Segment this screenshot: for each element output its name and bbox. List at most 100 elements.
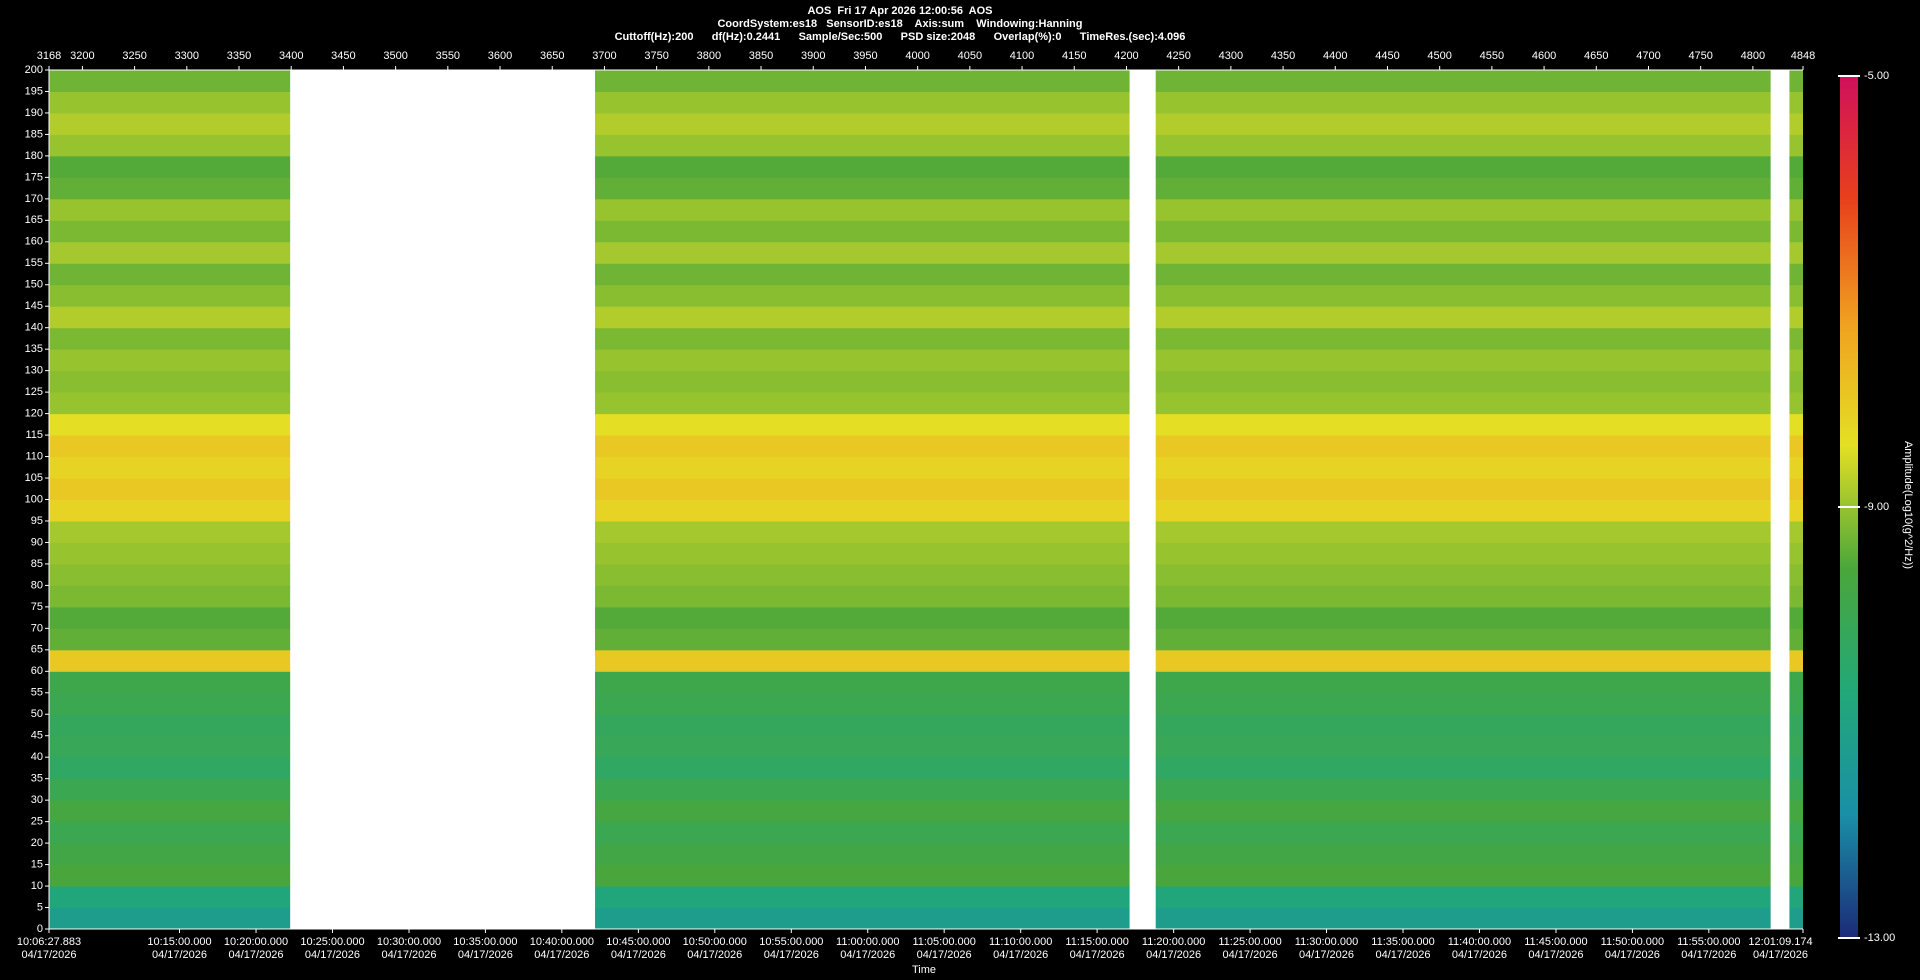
y-tick-label: 105 bbox=[25, 472, 43, 484]
heatmap-cell bbox=[1155, 800, 1771, 823]
time-tick-label: 10:35:00.000 04/17/2026 bbox=[453, 936, 518, 961]
heatmap-cell bbox=[1155, 542, 1771, 565]
heatmap-cell bbox=[1155, 306, 1771, 329]
x-tick-label: 3700 bbox=[592, 50, 616, 62]
heatmap-cell bbox=[49, 349, 291, 372]
heatmap-cell bbox=[595, 563, 1130, 586]
heatmap-cell bbox=[1155, 563, 1771, 586]
time-tick-label: 10:20:00.000 04/17/2026 bbox=[223, 936, 289, 961]
y-tick-label: 155 bbox=[25, 257, 43, 269]
heatmap-cell bbox=[49, 843, 291, 866]
x-tick-label: 4750 bbox=[1688, 50, 1712, 62]
heatmap-cell bbox=[595, 499, 1130, 522]
heatmap-cell bbox=[1789, 499, 1803, 522]
heatmap-cell bbox=[49, 413, 291, 436]
heatmap-cell bbox=[1155, 649, 1771, 672]
heatmap-cell bbox=[595, 392, 1130, 415]
heatmap-cell bbox=[1789, 714, 1803, 737]
y-tick-label: 185 bbox=[25, 128, 43, 140]
heatmap-cell bbox=[1155, 220, 1771, 243]
heatmap-cell bbox=[49, 327, 291, 350]
time-tick-label: 11:30:00.000 04/17/2026 bbox=[1294, 936, 1359, 961]
x-tick-label: 3600 bbox=[488, 50, 512, 62]
heatmap-cell bbox=[1155, 241, 1771, 264]
heatmap-cell bbox=[595, 821, 1130, 844]
heatmap-cell bbox=[1155, 70, 1771, 92]
heatmap-cell bbox=[49, 585, 291, 608]
heatmap-cell bbox=[49, 714, 291, 737]
x-tick-label: 3500 bbox=[383, 50, 407, 62]
y-tick-label: 0 bbox=[37, 923, 43, 935]
y-tick-label: 175 bbox=[25, 171, 43, 183]
y-tick-label: 170 bbox=[25, 193, 43, 205]
heatmap-cell bbox=[595, 327, 1130, 350]
heatmap-cell bbox=[1789, 800, 1803, 823]
heatmap-cell bbox=[1789, 778, 1803, 801]
heatmap-cell bbox=[1789, 886, 1803, 909]
y-tick-label: 90 bbox=[31, 536, 43, 548]
y-tick-label: 85 bbox=[31, 558, 43, 570]
x-tick-label: 4300 bbox=[1219, 50, 1243, 62]
time-tick-label: 12:01:09.174 04/17/2026 bbox=[1748, 936, 1813, 961]
time-tick-label: 11:50:00.000 04/17/2026 bbox=[1600, 936, 1665, 961]
heatmap-cell bbox=[595, 134, 1130, 157]
y-tick-label: 160 bbox=[25, 236, 43, 248]
x-tick-label: 4700 bbox=[1636, 50, 1660, 62]
heatmap-cell bbox=[1789, 198, 1803, 221]
heatmap-cell bbox=[1789, 628, 1803, 651]
time-tick-label: 11:55:00.000 04/17/2026 bbox=[1677, 936, 1741, 961]
x-tick-label: 3250 bbox=[122, 50, 146, 62]
heatmap-cell bbox=[49, 563, 291, 586]
time-tick-label: 10:55:00.000 04/17/2026 bbox=[759, 936, 824, 961]
y-tick-label: 75 bbox=[31, 601, 43, 613]
heatmap-cell bbox=[49, 649, 291, 672]
x-tick-label: 4650 bbox=[1584, 50, 1608, 62]
heatmap-cell bbox=[1155, 886, 1771, 909]
y-tick-label: 30 bbox=[31, 794, 43, 806]
heatmap-cell bbox=[49, 91, 291, 114]
y-tick-label: 65 bbox=[31, 644, 43, 656]
time-tick-label: 10:15:00.000 04/17/2026 bbox=[147, 936, 212, 961]
y-tick-label: 25 bbox=[31, 816, 43, 828]
time-tick-label: 10:40:00.000 04/17/2026 bbox=[529, 936, 594, 961]
colorbar-tick-label: -13.00 bbox=[1864, 932, 1895, 944]
y-tick-label: 140 bbox=[25, 322, 43, 334]
x-tick-label: 3300 bbox=[175, 50, 199, 62]
x-tick-label: 4150 bbox=[1062, 50, 1086, 62]
heatmap-cell bbox=[49, 735, 291, 758]
x-tick-label: 3900 bbox=[801, 50, 825, 62]
heatmap-cell bbox=[1789, 542, 1803, 565]
heatmap-cell bbox=[595, 349, 1130, 372]
y-tick-label: 95 bbox=[31, 515, 43, 527]
heatmap-cell bbox=[1789, 757, 1803, 780]
heatmap-cell bbox=[595, 864, 1130, 887]
heatmap-cell bbox=[1789, 456, 1803, 479]
heatmap-cell bbox=[1155, 864, 1771, 887]
heatmap-cell bbox=[1155, 370, 1771, 393]
heatmap-cell bbox=[1155, 778, 1771, 801]
time-tick-label: 11:00:00.000 04/17/2026 bbox=[836, 936, 900, 961]
heatmap-cell bbox=[1789, 284, 1803, 307]
y-tick-label: 60 bbox=[31, 665, 43, 677]
heatmap-cell bbox=[595, 306, 1130, 329]
heatmap-cell bbox=[49, 112, 291, 135]
heatmap-cell bbox=[49, 671, 291, 694]
x-tick-label: 4250 bbox=[1166, 50, 1190, 62]
heatmap-cell bbox=[1789, 585, 1803, 608]
x-tick-label: 4200 bbox=[1114, 50, 1138, 62]
heatmap-cell bbox=[595, 800, 1130, 823]
heatmap-cell bbox=[1789, 864, 1803, 887]
heatmap-cell bbox=[1155, 91, 1771, 114]
time-tick-label: 11:10:00.000 04/17/2026 bbox=[988, 936, 1053, 961]
heatmap-cell bbox=[1155, 413, 1771, 436]
heatmap-cell bbox=[1155, 692, 1771, 715]
heatmap-cell bbox=[1789, 220, 1803, 243]
x-tick-label: 3450 bbox=[331, 50, 355, 62]
colorbar-label: Amplitude(Log10(g^2/Hz)) bbox=[1902, 441, 1914, 569]
x-tick-label: 3650 bbox=[540, 50, 564, 62]
heatmap-cell bbox=[1155, 155, 1771, 178]
heatmap-cell bbox=[49, 155, 291, 178]
heatmap-cell bbox=[595, 735, 1130, 758]
heatmap-cell bbox=[49, 70, 291, 92]
